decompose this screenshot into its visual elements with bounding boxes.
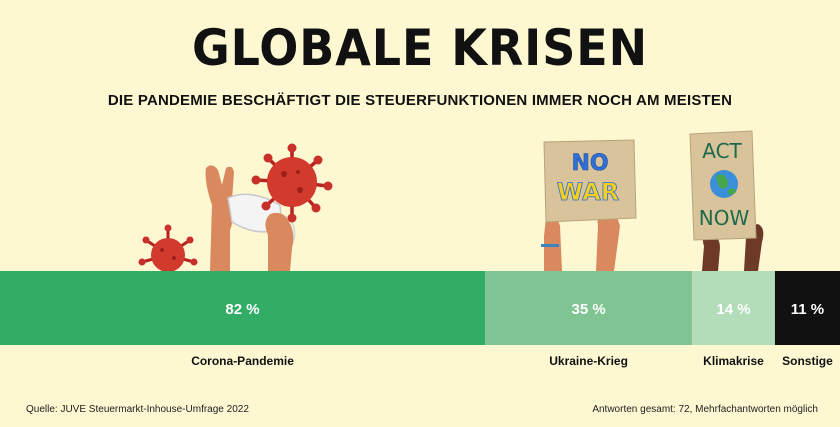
bar-group: 82 % Corona-Pandemie 35 % Ukraine-Krieg 14 %… [0,271,840,368]
chart-subtitle: DIE PANDEMIE BESCHÄFTIGT DIE STEUERFUNKT… [107,92,733,109]
category-label-ukraine-krieg: Ukraine-Krieg [549,354,628,368]
hand-icon-left [205,165,234,271]
virus-icon-large [251,143,333,223]
value-label-sonstige: 11 % [791,301,824,318]
bar-sonstige [774,271,840,345]
act-now-sign-line1: ACT [702,139,742,163]
category-label-corona-pandemie: Corona-Pandemie [191,354,294,368]
virus-icon-small [138,224,198,272]
act-now-illustration: ACT NOW [689,130,764,271]
bar-klimakrise [692,271,775,345]
chart-title: GLOBALE KRISEN [191,19,649,77]
value-label-corona-pandemie: 82 % [225,301,259,318]
value-label-ukraine-krieg: 35 % [571,301,605,318]
no-war-sign-line2: WAR [557,178,619,206]
category-label-sonstige: Sonstige [782,354,833,368]
no-war-illustration: NO WAR [541,139,637,271]
corona-illustration [138,143,333,272]
bar-ukraine-krieg [485,271,693,345]
response-note: Antworten gesamt: 72, Mehrfachantworten … [592,404,818,415]
globe-icon [710,170,738,198]
no-war-sign-line1: NO [571,151,608,176]
act-now-sign-line2: NOW [699,206,750,230]
bar-corona-pandemie [0,271,486,345]
source-note: Quelle: JUVE Steuermarkt-Inhouse-Umfrage… [26,404,249,415]
value-label-klimakrise: 14 % [716,301,750,318]
category-label-klimakrise: Klimakrise [703,354,764,368]
hand-icon-right [265,212,294,271]
